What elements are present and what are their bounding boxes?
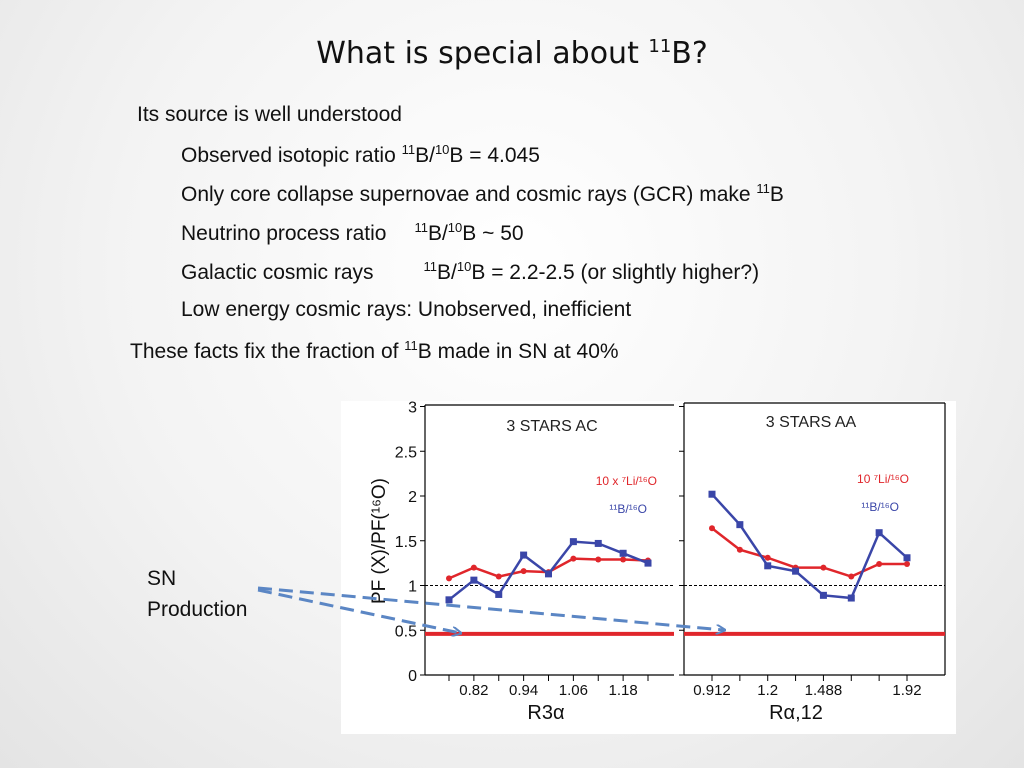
y-tick-label: 3: [408, 401, 417, 417]
slide-title: What is special about 11B?: [0, 36, 1024, 71]
bullet-galactic-cosmic-rays: Galactic cosmic rays 11B/10B = 2.2-2.5 (o…: [181, 259, 759, 285]
x-tick-label: 1.488: [805, 682, 843, 699]
bullet-low-energy: Low energy cosmic rays: Unobserved, inef…: [181, 298, 631, 322]
data-point-blue: [708, 490, 716, 498]
legend-blue: ¹¹B/¹⁶O: [609, 502, 647, 516]
y-tick-label: 1.5: [395, 534, 417, 551]
x-tick-label: 1.92: [892, 682, 921, 699]
data-point-red: [446, 575, 452, 582]
bullet-observed-ratio-text: Observed isotopic ratio: [181, 144, 402, 167]
ratio-mid: B/: [415, 144, 435, 167]
x-tick-label: 1.2: [757, 682, 778, 699]
legend-blue: ¹¹B/¹⁶O: [861, 500, 899, 514]
data-point-red: [520, 568, 527, 575]
data-point-red: [848, 573, 855, 580]
ratio-mid: B/: [437, 261, 457, 284]
data-point-blue: [619, 549, 627, 557]
panel-title: 3 STARS AA: [766, 414, 857, 431]
data-point-red: [470, 564, 477, 571]
sup-11: 11: [414, 220, 428, 235]
isotope-tail: B: [769, 183, 784, 206]
sn-label-line1: SN: [147, 567, 177, 590]
sn-label-line2: Production: [147, 598, 248, 621]
title-tail: B?: [671, 36, 708, 71]
bullet-core-collapse: Only core collapse supernovae and cosmic…: [181, 181, 784, 207]
data-point-blue: [470, 576, 478, 584]
data-point-blue: [875, 529, 883, 537]
legend-red: 10 ⁷Li/¹⁶O: [857, 472, 909, 486]
y-tick-label: 0: [408, 668, 417, 685]
ratio-tail: B = 4.045: [449, 144, 540, 167]
data-point-blue: [792, 567, 800, 575]
bullet-neutrino-process: Neutrino process ratio 11B/10B ~ 50: [181, 220, 524, 246]
x-tick-label: 1.06: [559, 682, 588, 699]
data-point-red: [620, 556, 627, 563]
sup-11: 11: [401, 142, 416, 157]
bullet-observed-ratio: Observed isotopic ratio 11B/10B = 4.045: [181, 142, 540, 168]
sup-10: 10: [447, 220, 463, 235]
data-point-blue: [644, 559, 652, 567]
arrow-to-right-panel: [257, 586, 724, 630]
y-tick-label: 1: [408, 579, 417, 596]
bullet-gcr-text: Galactic cosmic rays: [181, 261, 374, 284]
sup-11: 11: [423, 259, 438, 274]
data-point-red: [595, 556, 602, 563]
x-tick-label: 1.18: [609, 682, 638, 699]
data-point-red: [736, 546, 743, 553]
sup-10: 10: [434, 142, 450, 157]
series-line-red: [711, 527, 907, 578]
x-axis-label: Rα,12: [769, 702, 823, 724]
sn-production-label: SN Production: [147, 563, 247, 625]
data-point-red: [820, 564, 827, 571]
sup-11: 11: [756, 181, 770, 196]
panel-title: 3 STARS AC: [506, 418, 597, 435]
data-point-blue: [495, 590, 503, 598]
x-tick-label: 0.912: [693, 682, 731, 699]
sup-11: 11: [404, 338, 418, 353]
bullet-source: Its source is well understood: [137, 103, 402, 127]
legend-red: 10 x ⁷Li/¹⁶O: [596, 474, 657, 488]
y-tick-label: 2.5: [395, 444, 417, 461]
arrow-to-left-panel: [257, 588, 460, 633]
y-tick-label: 2: [408, 489, 417, 506]
x-tick-label: 0.82: [459, 682, 488, 699]
title-superscript: 11: [648, 36, 672, 57]
data-point-red: [709, 525, 715, 532]
conclusion-line: These facts fix the fraction of 11B made…: [130, 338, 619, 364]
data-point-red: [876, 561, 883, 568]
data-point-blue: [903, 554, 911, 562]
bullet-low-energy-text: Low energy cosmic rays: Unobserved, inef…: [181, 298, 632, 321]
y-axis-label: PF (X)/PF(¹⁶O): [369, 478, 390, 604]
conclusion-text: These facts fix the fraction of: [130, 340, 405, 363]
data-point-blue: [445, 596, 453, 604]
title-text: What is special about: [316, 36, 649, 71]
sup-10: 10: [456, 259, 472, 274]
chart-figure: 0 0.5 1 1.5 2 2.5 3 0.82 0.94 1.06 1.18 3 STARS AC 1…: [341, 401, 956, 734]
ratio-mid: B/: [427, 222, 448, 245]
data-point-blue: [545, 570, 552, 578]
bullet-neutrino-text: Neutrino process ratio: [181, 222, 387, 245]
data-point-blue: [736, 521, 744, 529]
data-point-blue: [594, 539, 602, 547]
data-point-red: [570, 555, 577, 562]
data-point-blue: [847, 594, 855, 602]
ratio-tail: B ~ 50: [462, 222, 524, 245]
bullet-source-text: Its source is well understood: [137, 103, 402, 126]
x-tick-label: 0.94: [509, 682, 538, 699]
x-axis-label: R3α: [527, 702, 564, 724]
conclusion-tail: B made in SN at 40%: [417, 340, 619, 363]
data-point-blue: [819, 591, 827, 599]
data-point-blue: [520, 551, 528, 559]
y-tick-label: 0.5: [395, 623, 417, 640]
data-point-red: [764, 554, 771, 561]
data-point-blue: [764, 562, 772, 570]
ratio-tail: B = 2.2-2.5 (or slightly higher?): [471, 261, 760, 284]
bullet-core-collapse-text: Only core collapse supernovae and cosmic…: [181, 183, 757, 206]
series-line-blue: [711, 493, 908, 600]
data-point-blue: [569, 538, 577, 546]
data-point-red: [495, 573, 502, 580]
chart-svg: 0 0.5 1 1.5 2 2.5 3 0.82 0.94 1.06 1.18 3 STARS AC 1…: [369, 401, 946, 724]
data-point-red: [904, 561, 910, 568]
